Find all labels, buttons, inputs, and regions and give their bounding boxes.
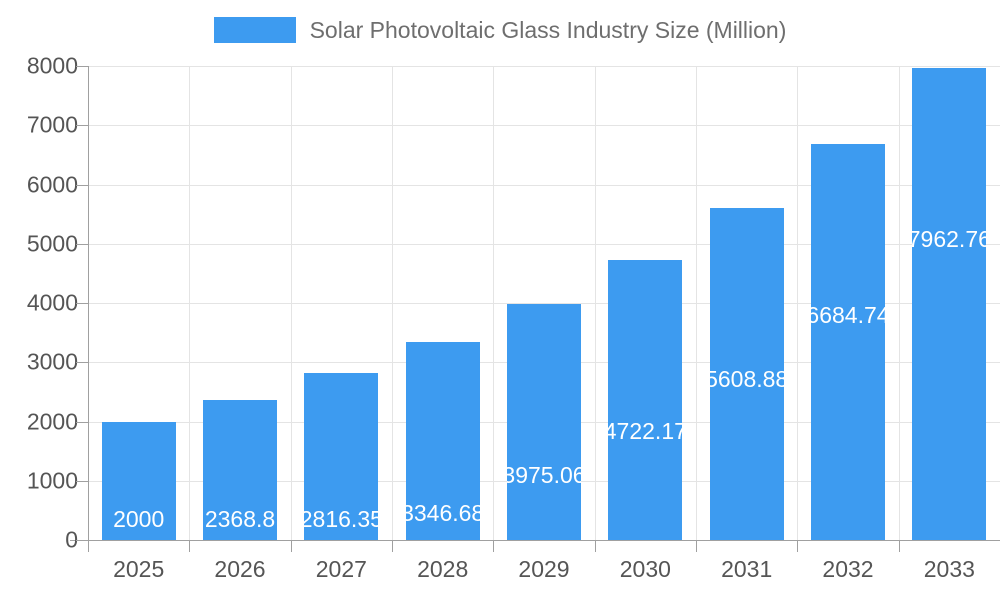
x-axis-tick-label: 2028 xyxy=(417,556,469,582)
x-axis-tick xyxy=(88,540,89,552)
y-axis-tick-label: 3000 xyxy=(26,348,78,375)
x-axis-tick xyxy=(392,540,393,552)
x-axis-line xyxy=(70,540,1000,541)
bar[interactable] xyxy=(709,207,784,540)
bar-column[interactable]: 5608.88 xyxy=(709,207,784,540)
gridline-horizontal xyxy=(88,243,1000,245)
x-axis-tick-label: 2025 xyxy=(113,556,165,582)
bar-column[interactable]: 2000 xyxy=(101,421,176,540)
y-axis-tick xyxy=(76,480,88,482)
gridline-vertical xyxy=(493,66,495,540)
chart-legend: Solar Photovoltaic Glass Industry Size (… xyxy=(0,14,1000,46)
y-axis-tick-label: 1000 xyxy=(26,467,78,494)
gridline-vertical xyxy=(696,66,697,540)
x-axis-tick xyxy=(290,540,292,552)
y-axis-tick xyxy=(76,540,88,541)
y-axis-tick-label: 7000 xyxy=(26,111,78,138)
bar[interactable] xyxy=(912,68,987,540)
x-axis-tick-label: 2030 xyxy=(619,556,671,582)
bar-column[interactable]: 7962.76 xyxy=(912,68,987,540)
gridline-vertical xyxy=(898,66,900,540)
y-axis-labels: 0 1000 2000 3000 4000 5000 6000 7000 8000 xyxy=(0,0,78,600)
bar[interactable] xyxy=(101,421,176,540)
bar[interactable] xyxy=(203,399,277,540)
bar[interactable] xyxy=(811,143,885,540)
y-axis-tick xyxy=(76,303,88,304)
bar-column[interactable]: 2816.35 xyxy=(304,373,379,540)
y-axis-tick xyxy=(76,362,88,364)
x-axis-tick-label: 2026 xyxy=(214,556,266,582)
bar[interactable] xyxy=(405,341,480,540)
bar-column[interactable]: 4722.17 xyxy=(608,260,683,540)
y-axis-tick xyxy=(76,243,88,245)
x-axis-tick-label: 2027 xyxy=(315,556,367,582)
bar-column[interactable]: 3975.06 xyxy=(507,304,581,540)
x-axis-tick-label: 2029 xyxy=(518,556,570,582)
x-axis-tick xyxy=(696,540,697,552)
y-axis-tick-label: 6000 xyxy=(26,171,78,197)
bar[interactable] xyxy=(608,260,683,540)
gridline-vertical xyxy=(594,66,596,540)
x-axis-tick xyxy=(797,540,799,552)
x-axis-tick-label: 2032 xyxy=(822,556,874,582)
gridline-horizontal xyxy=(88,184,1000,186)
bar[interactable] xyxy=(304,373,379,540)
y-axis-tick-label: 5000 xyxy=(26,230,78,257)
legend-color-swatch[interactable] xyxy=(213,17,296,43)
bar-column[interactable]: 3346.68 xyxy=(405,341,480,540)
gridline-vertical xyxy=(392,66,393,540)
x-axis-tick xyxy=(594,540,596,552)
y-axis-tick xyxy=(76,421,88,423)
x-axis-tick-label: 2033 xyxy=(923,556,975,582)
y-axis-line xyxy=(88,66,89,550)
gridline-horizontal xyxy=(88,66,1000,67)
bar[interactable] xyxy=(507,304,581,540)
gridline-vertical xyxy=(189,66,191,540)
gridline-horizontal xyxy=(88,125,1000,127)
legend-series-label[interactable]: Solar Photovoltaic Glass Industry Size (… xyxy=(309,17,787,43)
y-axis-tick xyxy=(76,66,88,67)
x-axis-tick-label: 2031 xyxy=(721,556,773,582)
y-axis-tick-label: 8000 xyxy=(26,52,78,79)
gridline-vertical xyxy=(797,66,799,540)
bar-column[interactable]: 2368.8 xyxy=(203,399,277,540)
gridline-vertical xyxy=(290,66,292,540)
x-axis-tick xyxy=(189,540,191,552)
x-axis-tick xyxy=(898,540,900,552)
y-axis-tick-label: 4000 xyxy=(26,289,78,316)
y-axis-tick xyxy=(76,125,88,127)
y-axis-tick xyxy=(76,184,88,186)
x-axis-tick xyxy=(493,540,495,552)
y-axis-tick-label: 0 xyxy=(65,526,78,553)
gridline-horizontal xyxy=(88,303,1000,304)
bar-column[interactable]: 6684.74 xyxy=(811,143,885,540)
y-axis-tick-label: 2000 xyxy=(26,408,78,434)
